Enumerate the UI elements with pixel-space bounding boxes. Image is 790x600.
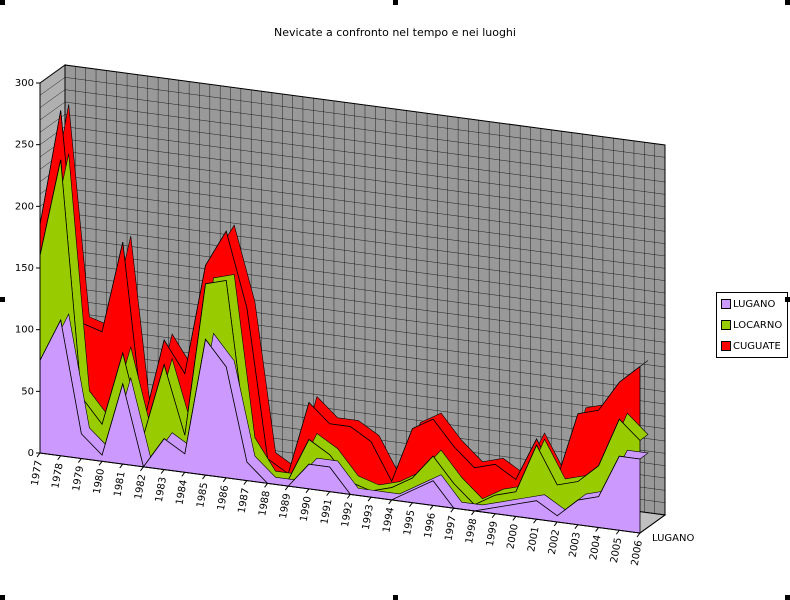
legend-label: CUGUATE xyxy=(733,340,781,352)
x-tick xyxy=(595,527,600,532)
x-axis: 1977 1978 1979 1980 1981 1982 1983 1984 1985 1986… xyxy=(30,452,666,567)
x-tick xyxy=(409,502,413,507)
x-tick-label: 2006 xyxy=(630,540,645,567)
x-tick-label: 1980 xyxy=(92,468,107,495)
x-tick-label: 1997 xyxy=(443,515,458,542)
legend-item-locarno: LOCARNO xyxy=(721,318,782,332)
x-tick-label: 1999 xyxy=(485,520,500,547)
x-tick xyxy=(181,472,186,477)
grid-line-side xyxy=(39,77,66,96)
x-tick-label: 2003 xyxy=(568,531,583,558)
selection-handle xyxy=(0,595,5,600)
selection-handle xyxy=(0,0,5,5)
x-tick xyxy=(160,469,165,474)
x-tick-label: 1979 xyxy=(71,465,86,492)
selection-handle xyxy=(785,0,790,5)
x-tick-label: 1977 xyxy=(30,460,45,487)
x-tick-label: 1998 xyxy=(464,518,479,545)
x-tick xyxy=(615,529,620,535)
x-tick xyxy=(202,474,206,480)
x-tick-label: 2004 xyxy=(588,534,603,561)
x-tick-label: 1996 xyxy=(423,512,438,539)
depth-axis-line xyxy=(639,514,666,534)
x-tick-label: 1995 xyxy=(402,509,417,536)
y-tick-label: 300 xyxy=(15,78,34,89)
x-tick xyxy=(305,488,310,494)
legend-item-lugano: LUGANO xyxy=(721,297,775,311)
x-tick-label: 1984 xyxy=(175,479,190,506)
x-tick-label: 1983 xyxy=(154,476,169,503)
x-tick xyxy=(636,532,641,538)
x-tick xyxy=(429,505,434,510)
x-tick-label: 1981 xyxy=(112,471,127,498)
x-tick-label: 2005 xyxy=(609,537,624,564)
selection-handle xyxy=(0,297,5,302)
x-tick xyxy=(57,455,62,461)
selection-handle xyxy=(393,0,398,5)
chart-legend: LUGANO LOCARNO CUGUATE xyxy=(716,292,788,358)
x-tick xyxy=(450,507,455,513)
selection-handle xyxy=(785,297,790,302)
x-tick xyxy=(388,499,393,505)
y-tick-label: 50 xyxy=(21,386,34,397)
x-tick xyxy=(346,494,351,499)
x-tick xyxy=(326,491,331,496)
y-axis: 0 50 100 150 200 250 300 xyxy=(15,78,41,459)
x-tick-label: 1990 xyxy=(299,495,314,522)
x-tick xyxy=(367,496,372,502)
x-tick xyxy=(243,480,248,485)
x-tick xyxy=(36,452,41,458)
legend-swatch xyxy=(721,341,731,351)
x-tick xyxy=(77,458,82,463)
legend-swatch xyxy=(721,320,731,330)
x-tick-label: 1988 xyxy=(257,490,272,517)
x-tick-label: 1992 xyxy=(340,501,355,528)
x-tick-label: 1986 xyxy=(216,484,231,511)
x-tick xyxy=(264,483,268,488)
series-areas xyxy=(39,104,649,534)
x-tick xyxy=(140,466,144,472)
x-axis-line xyxy=(39,452,641,534)
x-tick-label: 1978 xyxy=(50,462,65,489)
legend-item-cuguate: CUGUATE xyxy=(721,339,781,353)
x-tick xyxy=(533,518,537,524)
grid-line-side xyxy=(39,89,66,108)
legend-label: LOCARNO xyxy=(733,319,783,331)
legend-swatch xyxy=(721,299,731,309)
depth-axis-label: LUGANO xyxy=(652,533,694,544)
x-tick-label: 1989 xyxy=(278,493,293,520)
x-tick-label: 2000 xyxy=(506,523,521,550)
selection-handle xyxy=(785,595,790,600)
x-tick-label: 1982 xyxy=(133,473,148,500)
x-tick xyxy=(119,463,124,469)
x-tick xyxy=(98,460,103,466)
grid-line-side xyxy=(39,101,66,121)
x-tick xyxy=(222,477,227,483)
x-tick-label: 1985 xyxy=(195,482,210,509)
x-tick xyxy=(491,513,496,518)
legend-label: LUGANO xyxy=(733,298,776,310)
y-tick-label: 0 xyxy=(28,448,34,459)
y-tick-label: 150 xyxy=(15,263,34,274)
x-tick xyxy=(512,516,517,521)
x-tick-label: 1994 xyxy=(381,507,396,534)
x-tick-label: 2002 xyxy=(547,529,562,556)
y-tick-label: 100 xyxy=(15,325,34,336)
x-tick-label: 1991 xyxy=(319,498,334,525)
x-tick xyxy=(574,524,579,530)
chart-title: Nevicate a confronto nel tempo e nei luo… xyxy=(274,26,516,39)
x-tick-label: 1987 xyxy=(237,487,252,514)
x-tick xyxy=(553,521,558,527)
x-tick-label: 2001 xyxy=(526,526,541,553)
grid-line-side xyxy=(39,64,66,84)
x-tick-label: 1993 xyxy=(361,504,376,531)
y-tick-label: 250 xyxy=(15,140,34,151)
selection-handle xyxy=(393,595,398,600)
x-tick xyxy=(284,485,289,491)
y-tick-label: 200 xyxy=(15,201,34,212)
x-tick xyxy=(471,510,475,516)
